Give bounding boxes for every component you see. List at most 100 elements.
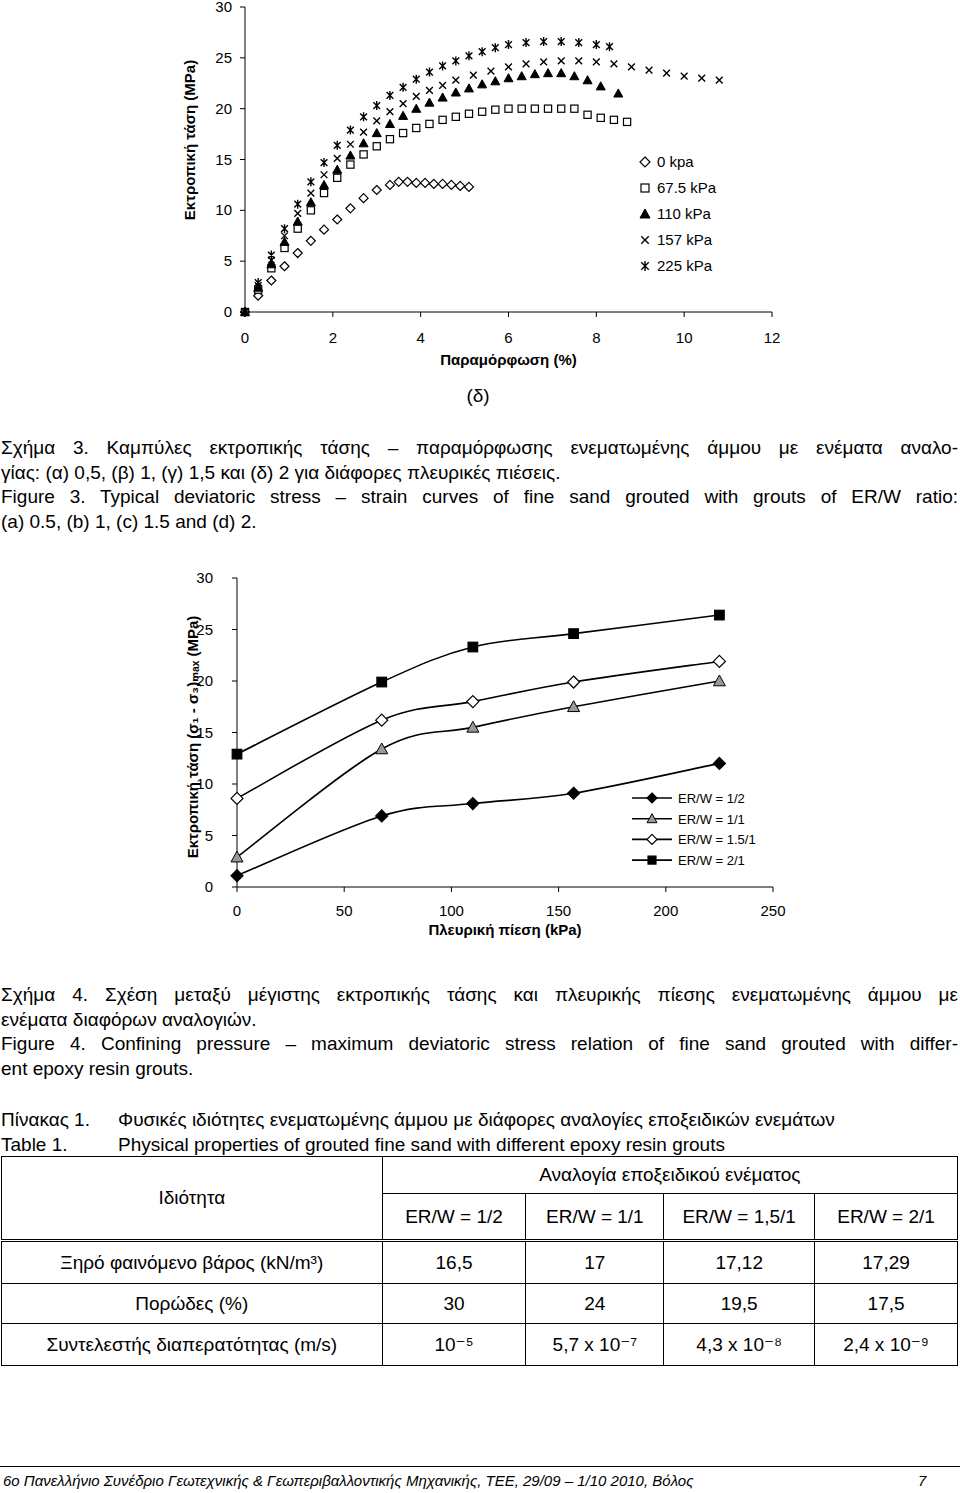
table-cell: 17,5 [815, 1284, 958, 1324]
data-point [479, 108, 486, 115]
data-point [321, 171, 328, 178]
data-point [231, 870, 243, 882]
legend-marker [647, 793, 657, 803]
data-point [568, 676, 580, 688]
caption-line: γίας: (α) 0,5, (β) 1, (γ) 1,5 και (δ) 2 … [1, 462, 958, 484]
data-point [544, 69, 553, 77]
legend-label: 225 kPa [657, 257, 713, 274]
x-tick-label: 50 [336, 902, 353, 919]
x-tick [420, 312, 421, 317]
legend-marker [640, 157, 650, 167]
data-point [385, 180, 394, 189]
y-tick [240, 261, 245, 262]
data-point [540, 59, 547, 66]
data-point [377, 677, 387, 687]
data-point [294, 210, 301, 217]
data-point [606, 42, 613, 51]
x-tick [558, 887, 559, 892]
x-tick-label: 8 [592, 329, 600, 346]
data-point [333, 215, 342, 224]
properties-table: ΙδιότηταΑναλογία εποξειδικού ενέματοςER/… [1, 1156, 958, 1366]
y-tick-label: 30 [215, 0, 232, 15]
x-tick-label: 150 [546, 902, 571, 919]
y-tick [232, 681, 237, 682]
y-tick [240, 159, 245, 160]
data-point [359, 194, 368, 203]
data-point [447, 180, 456, 189]
series-line [237, 681, 719, 857]
data-point [400, 100, 407, 107]
data-point [294, 200, 301, 209]
table-row: Πορώδες (%)302419,517,5 [2, 1284, 958, 1324]
y-tick [240, 108, 245, 109]
x-tick [332, 312, 333, 317]
data-point [376, 743, 388, 754]
header-cell: ER/W = 1/1 [526, 1194, 664, 1241]
table-caption-text: Φυσικές ιδιότητες ενεματωμένης άμμου με … [118, 1109, 835, 1131]
data-point [439, 116, 446, 123]
data-point [713, 757, 725, 769]
figure-3-chart: 051015202530024681012Παραμόρφωση (%)Εκτρ… [0, 0, 960, 420]
header-cell: Αναλογία εποξειδικού ενέματος [382, 1157, 957, 1194]
x-tick-label: 0 [241, 329, 249, 346]
data-point [439, 82, 446, 89]
data-point [360, 112, 367, 121]
data-point [320, 180, 329, 188]
table-caption-label: Table 1. [1, 1134, 68, 1156]
data-point [468, 642, 478, 652]
table-caption-text: Physical properties of grouted fine sand… [118, 1134, 725, 1156]
data-point [426, 120, 433, 127]
data-point [716, 77, 723, 84]
data-point [504, 74, 513, 82]
table-row: Ξηρό φαινόμενο βάρος (kN/m³)16,51717,121… [2, 1241, 958, 1284]
legend-label: 67.5 kPa [657, 179, 717, 196]
data-point [293, 217, 302, 225]
data-point [558, 58, 565, 65]
data-point [715, 610, 725, 620]
caption-line: Figure 4. Confining pressure – maximum d… [1, 1033, 958, 1055]
data-point [231, 792, 243, 804]
table-cell: 10⁻⁵ [382, 1324, 526, 1366]
table-cell: 17,29 [815, 1241, 958, 1284]
data-point [334, 141, 341, 150]
header-row: ER/W = 1/2ER/W = 1/1ER/W = 1,5/1ER/W = 2… [2, 1194, 958, 1241]
data-point [387, 108, 394, 115]
data-point [596, 82, 605, 90]
data-point [575, 58, 582, 65]
footer-rule [0, 1466, 960, 1467]
x-axis-title: Παραμόρφωση (%) [440, 351, 577, 368]
x-tick [237, 887, 238, 892]
legend-label: 110 kPa [657, 205, 712, 222]
data-point [452, 77, 459, 84]
data-point [376, 810, 388, 822]
data-point [306, 236, 315, 245]
data-point [456, 181, 465, 190]
x-tick-label: 200 [653, 902, 678, 919]
table-row: Συντελεστής διαπερατότητας (m/s)10⁻⁵5,7 … [2, 1324, 958, 1366]
y-tick-label: 25 [215, 49, 232, 66]
data-point [333, 165, 342, 173]
data-point [488, 68, 495, 75]
table-cell: Πορώδες (%) [2, 1284, 383, 1324]
table-cell: 30 [382, 1284, 526, 1324]
data-point [294, 225, 301, 232]
y-tick-label: 5 [205, 827, 213, 844]
table-cell: 2,4 x 10⁻⁹ [815, 1324, 958, 1366]
data-point [575, 38, 582, 47]
data-point [505, 105, 512, 112]
data-point [241, 308, 248, 315]
data-point [452, 56, 459, 65]
plot-area [241, 37, 723, 316]
y-tick-label: 30 [196, 569, 213, 586]
data-point [438, 93, 447, 101]
data-point [505, 64, 512, 71]
legend: ER/W = 1/2ER/W = 1/1ER/W = 1.5/1ER/W = 2… [632, 791, 756, 868]
header-row: ΙδιότηταΑναλογία εποξειδικού ενέματος [2, 1157, 958, 1194]
data-point [544, 105, 551, 112]
y-axis-title: Εκτροπική τάση (σ₁ - σ₃)ₘₐₓ (MPa) [184, 616, 201, 859]
data-point [413, 75, 420, 84]
x-axis [237, 887, 773, 888]
data-point [426, 68, 433, 77]
data-point [307, 207, 314, 214]
y-tick-label: 0 [205, 878, 213, 895]
